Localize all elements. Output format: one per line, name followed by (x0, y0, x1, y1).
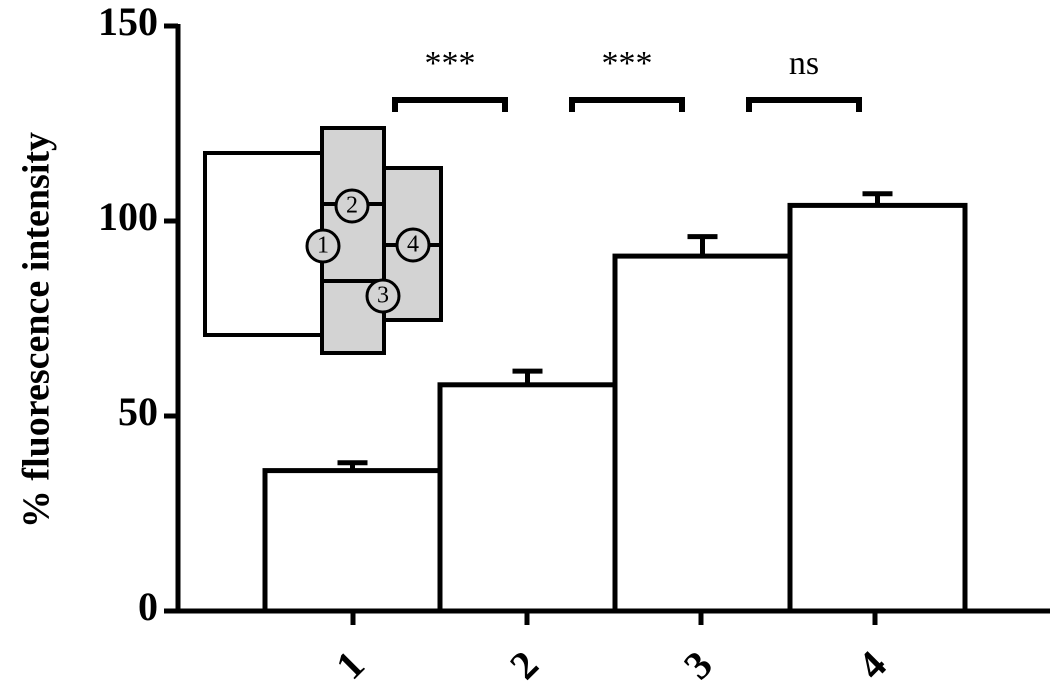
inset-marker (365, 278, 401, 314)
inset-label: 3 (377, 283, 389, 309)
y-tick-label: 0 (138, 584, 158, 629)
significance-bracket (392, 97, 508, 112)
significance-bracket (746, 97, 862, 112)
y-axis-label: % fluorescence intensity (16, 132, 58, 528)
inset-region (203, 151, 324, 337)
inset-marker (305, 228, 341, 264)
inset-label: 1 (317, 233, 329, 259)
y-tick-label: 100 (98, 194, 158, 239)
x-tick-label: 2 (501, 642, 547, 688)
x-tick-label: 4 (849, 642, 895, 688)
bar (612, 253, 793, 614)
x-tick-label: 1 (327, 642, 373, 688)
inset-label: 2 (346, 193, 358, 219)
y-tick-label: 50 (118, 389, 158, 434)
y-tick-label: 150 (98, 0, 158, 44)
inset-marker (395, 227, 431, 263)
inset-label: 4 (407, 232, 419, 258)
x-tick-label: 3 (675, 642, 721, 688)
bar (262, 468, 443, 614)
significance-label: *** (602, 45, 653, 82)
significance-label: ns (789, 45, 819, 82)
inset-marker (334, 188, 370, 224)
significance-label: *** (425, 45, 476, 82)
bar (787, 202, 968, 614)
bar (437, 382, 618, 614)
significance-bracket (569, 97, 685, 112)
